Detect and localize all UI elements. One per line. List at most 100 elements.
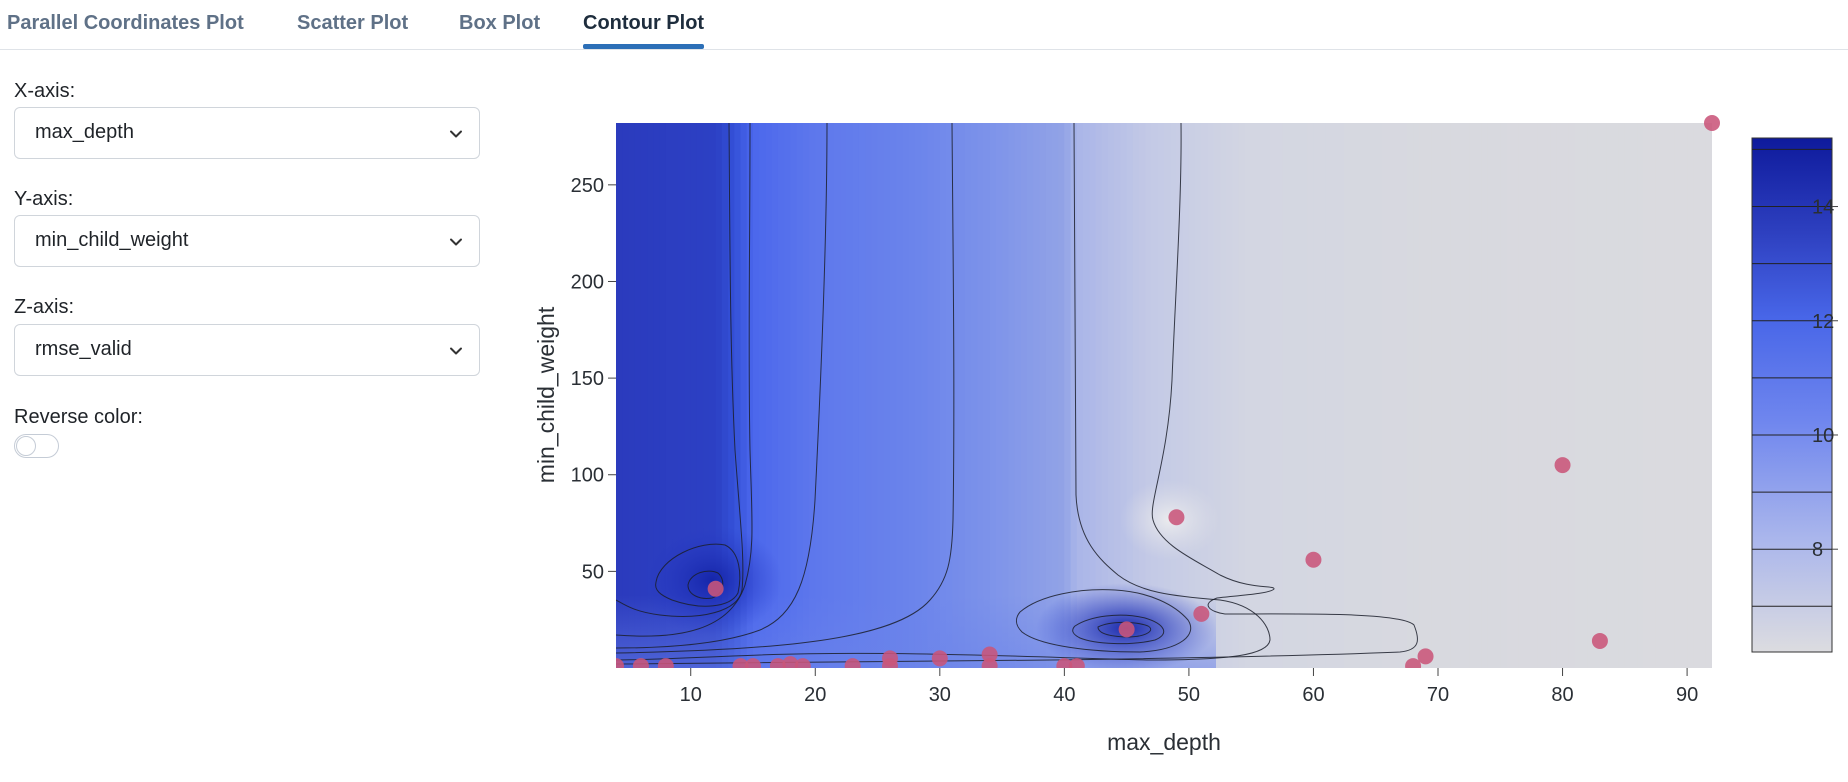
scatter-point bbox=[981, 646, 998, 663]
heatmap-cell bbox=[1008, 123, 1016, 668]
heatmap-cell bbox=[1475, 123, 1483, 668]
heatmap-cell bbox=[1201, 123, 1209, 668]
x-tick-label: 40 bbox=[1053, 684, 1075, 706]
heatmap-cell bbox=[1419, 123, 1427, 668]
heatmap-cell bbox=[1083, 123, 1090, 668]
heatmap-cell bbox=[734, 123, 742, 668]
heatmap-cell bbox=[1456, 123, 1464, 668]
y-axis-label: Y-axis: bbox=[14, 188, 74, 210]
heatmap-cell bbox=[1064, 123, 1072, 668]
z-axis-select[interactable]: rmse_valid bbox=[14, 324, 480, 376]
heatmap-cell bbox=[1494, 123, 1501, 668]
colorbar-tick-label: 10 bbox=[1812, 425, 1834, 447]
scatter-point bbox=[1168, 509, 1185, 526]
scatter-point bbox=[707, 580, 724, 597]
x-axis-select[interactable]: max_depth bbox=[14, 107, 480, 159]
heatmap-cell bbox=[740, 123, 748, 668]
contour-line bbox=[616, 123, 955, 654]
heatmap-cell bbox=[1195, 123, 1202, 668]
heatmap-cell bbox=[1151, 123, 1159, 668]
heatmap-cell bbox=[1120, 123, 1128, 668]
heatmap-cell bbox=[1282, 123, 1290, 668]
heatmap-cell bbox=[1089, 123, 1097, 668]
heatmap-cell bbox=[659, 123, 667, 668]
heatmap-cell bbox=[1076, 123, 1084, 668]
heatmap-cell bbox=[1276, 123, 1283, 668]
heatmap-cell bbox=[1139, 123, 1146, 668]
heatmap-cell bbox=[1593, 123, 1601, 668]
heatmap-cell bbox=[1450, 123, 1458, 668]
heatmap-cell bbox=[1506, 123, 1514, 668]
tab-parallel-coordinates[interactable]: Parallel Coordinates Plot bbox=[7, 12, 244, 34]
heatmap-cell bbox=[1257, 123, 1265, 668]
reverse-color-toggle[interactable] bbox=[14, 434, 59, 458]
heatmap-cell bbox=[827, 123, 835, 668]
heatmap-cell bbox=[1220, 123, 1227, 668]
y-tick-label: 50 bbox=[582, 561, 604, 583]
heatmap-cell bbox=[1114, 123, 1122, 668]
heatmap-cell bbox=[989, 123, 997, 668]
tab-scatter-plot[interactable]: Scatter Plot bbox=[297, 12, 409, 34]
heatmap-cell bbox=[746, 123, 754, 668]
heatmap-cell bbox=[933, 123, 941, 668]
contour-line bbox=[616, 123, 753, 637]
heatmap-cell bbox=[1550, 123, 1557, 668]
x-tick-label: 10 bbox=[680, 684, 702, 706]
heatmap-cell bbox=[1425, 123, 1433, 668]
scatter-point bbox=[1405, 658, 1422, 668]
colorbar-tick-label: 12 bbox=[1812, 311, 1834, 333]
heatmap-cell bbox=[877, 123, 885, 668]
heatmap-cell bbox=[1388, 123, 1396, 668]
heatmap-cell bbox=[1581, 123, 1589, 668]
heatmap-cell bbox=[1307, 123, 1315, 668]
heatmap-cell bbox=[628, 123, 636, 668]
scatter-point bbox=[657, 658, 674, 668]
heatmap-cell bbox=[703, 123, 711, 668]
heatmap-cell bbox=[1182, 123, 1190, 668]
heatmap-cell bbox=[946, 123, 953, 668]
x-tick-label: 80 bbox=[1551, 684, 1573, 706]
heatmap-cell bbox=[709, 123, 717, 668]
heatmap-cell bbox=[1051, 123, 1059, 668]
heatmap-cell bbox=[1662, 123, 1670, 668]
heatmap-cell bbox=[1599, 123, 1607, 668]
heatmap-cell bbox=[1612, 123, 1620, 668]
heatmap-cell bbox=[1687, 123, 1694, 668]
heatmap-cell bbox=[1319, 123, 1327, 668]
heatmap-cell bbox=[1624, 123, 1632, 668]
tab-box-plot[interactable]: Box Plot bbox=[459, 12, 541, 34]
heatmap-cell bbox=[802, 123, 810, 668]
heatmap-cell bbox=[1132, 123, 1140, 668]
heatmap-cell bbox=[616, 123, 623, 668]
y-axis-select[interactable]: min_child_weight bbox=[14, 215, 480, 267]
heatmap-cell bbox=[684, 123, 692, 668]
x-axis-title: max_depth bbox=[1107, 729, 1221, 755]
x-tick-label: 70 bbox=[1427, 684, 1449, 706]
scatter-point bbox=[1193, 605, 1210, 622]
heatmap-cell bbox=[1469, 123, 1476, 668]
heatmap-cell bbox=[1406, 123, 1414, 668]
tab-contour-plot[interactable]: Contour Plot bbox=[583, 12, 705, 34]
heatmap-cell bbox=[1350, 123, 1358, 668]
heatmap-cell bbox=[1363, 123, 1371, 668]
heatmap-cell bbox=[1699, 123, 1707, 668]
heatmap-cell bbox=[1381, 123, 1389, 668]
heatmap-cell bbox=[1014, 123, 1022, 668]
heatmap-cell bbox=[1693, 123, 1701, 668]
scatter-point bbox=[1554, 457, 1571, 474]
heatmap-cell bbox=[1288, 123, 1296, 668]
scatter-point bbox=[769, 658, 786, 668]
heatmap-cell bbox=[1674, 123, 1682, 668]
heatmap-cell bbox=[1649, 123, 1657, 668]
heatmap-cell bbox=[1188, 123, 1196, 668]
heatmap-cell bbox=[1226, 123, 1234, 668]
chevron-down-icon bbox=[450, 347, 462, 355]
heatmap-cell bbox=[1176, 123, 1184, 668]
heatmap-cell bbox=[1045, 123, 1053, 668]
active-tab-indicator bbox=[583, 44, 704, 49]
scatter-point bbox=[844, 658, 861, 668]
heatmap-cell bbox=[1039, 123, 1047, 668]
heatmap-cell bbox=[1369, 123, 1377, 668]
heatmap-cell bbox=[753, 123, 760, 668]
